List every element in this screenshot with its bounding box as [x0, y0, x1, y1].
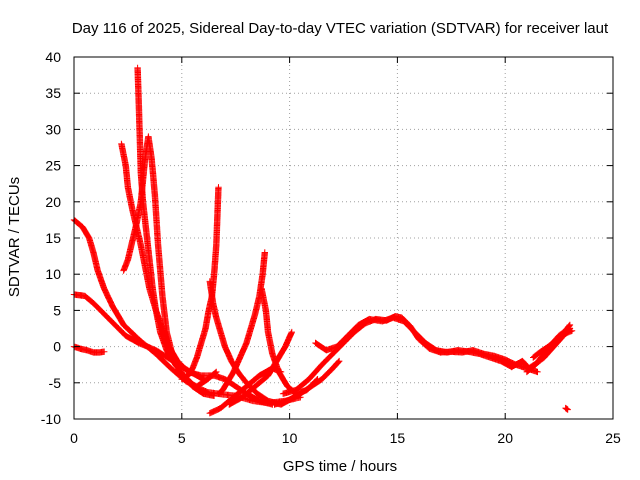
- y-tick-label: 20: [45, 194, 61, 210]
- series-marks: [271, 357, 343, 408]
- x-tick-label: 20: [497, 430, 513, 446]
- y-axis-label: SDTVAR / TECUs: [6, 177, 23, 297]
- x-tick-label: 5: [178, 430, 186, 446]
- series-marks: [120, 133, 218, 399]
- y-tick-label: 15: [45, 230, 61, 246]
- grid: [74, 57, 613, 419]
- series-track-19: [562, 404, 571, 413]
- x-tick-label: 25: [605, 430, 621, 446]
- series-marks: [178, 184, 222, 383]
- x-tick-label: 0: [70, 430, 78, 446]
- y-tick-label: 30: [45, 121, 61, 137]
- y-tick-label: 35: [45, 85, 61, 101]
- x-axis-label: GPS time / hours: [283, 458, 397, 475]
- y-tick-label: -5: [49, 375, 62, 391]
- y-tick-label: 25: [45, 158, 61, 174]
- data-series: [70, 64, 576, 417]
- series-marks: [312, 314, 515, 371]
- y-tick-label: 0: [53, 339, 61, 355]
- series-track-18: [530, 327, 576, 361]
- series-track-9: [215, 249, 268, 397]
- series-marks: [215, 249, 268, 397]
- series-track-13: [271, 357, 343, 408]
- series-track-12: [226, 328, 295, 408]
- series-track-7: [178, 184, 222, 383]
- y-tick-label: 40: [45, 49, 61, 65]
- series-track-6: [120, 133, 218, 399]
- y-tick-label: 5: [53, 302, 61, 318]
- x-tick-label: 15: [390, 430, 406, 446]
- axis-ticks: 0 5 10 15 20 25 -10 -5 0 5 10 15 20 25 30 35 40: [41, 49, 621, 446]
- chart-title: Day 116 of 2025, Sidereal Day-to-day VTE…: [72, 20, 609, 37]
- series-track-15: [312, 314, 515, 371]
- y-tick-label: 10: [45, 266, 61, 282]
- series-track-3: [70, 343, 108, 356]
- series-marks: [70, 343, 108, 356]
- x-tick-label: 10: [282, 430, 298, 446]
- y-tick-label: -10: [41, 411, 61, 427]
- series-marks: [226, 328, 295, 408]
- series-marks: [530, 327, 576, 361]
- series-marks: [562, 404, 571, 413]
